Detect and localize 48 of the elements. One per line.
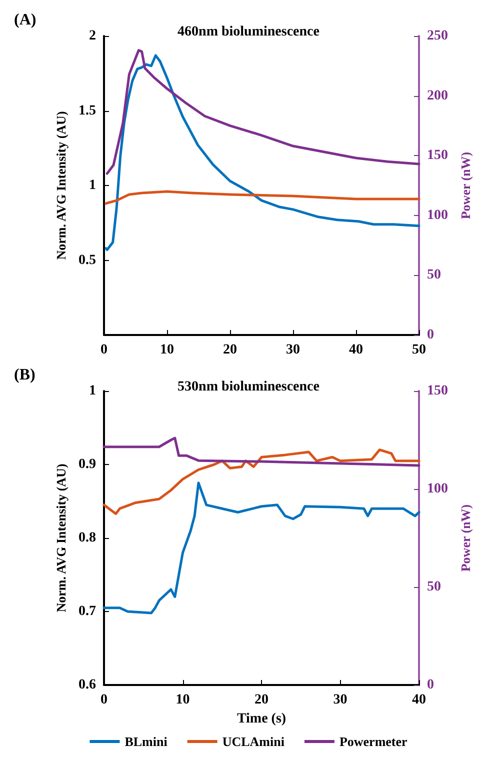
y-tick-label: 1.5 [78,103,96,118]
line-series [106,49,420,175]
chart-title: 460nm bioluminescence [178,24,320,40]
y-axis-title: Norm. AVG Intensity (AU) [54,464,69,612]
x-tick-label: 40 [349,342,363,358]
y-tick-label: 0.9 [78,457,96,472]
line-series [102,448,420,515]
x-tick-label: 20 [223,342,237,358]
y2-tick-label: 100 [427,482,448,496]
x-tick-label: 0 [100,692,108,708]
x-tick-label: 10 [176,692,190,708]
y2-tick-label: 250 [427,28,448,44]
x-tick-label: 20 [254,692,268,708]
legend-label: UCLAmini [222,734,285,749]
y2-tick-label: 0 [427,678,434,692]
x-tick-label: 0 [100,342,108,358]
line-series [104,190,420,205]
y2-tick-label: 150 [427,384,448,398]
y-tick-label: 2 [89,28,96,44]
legend-label: Powermeter [339,734,408,749]
y-tick-label: 1 [89,178,96,193]
x-tick-label: 30 [286,342,300,358]
y-axis-title: Norm. AVG Intensity (AU) [54,111,69,260]
x-axis-title: Time (s) [236,711,286,726]
y-tick-label: 0.5 [78,252,96,268]
x-tick-label: 50 [412,342,426,358]
y-tick-label: 1 [89,384,96,398]
y2-tick-label: 50 [427,268,441,283]
line-series [102,482,420,614]
x-tick-label: 40 [412,692,426,708]
x-tick-label: 30 [333,692,348,708]
y2-tick-label: 50 [427,580,441,594]
y-tick-label: 0.6 [78,678,96,692]
legend-label: BLmini [124,734,168,749]
y2-tick-label: 100 [427,208,448,223]
y-tick-label: 0.7 [78,604,96,619]
line-series [104,54,420,252]
y2-tick-label: 0 [427,328,434,342]
line-series [102,436,420,467]
y2-tick-label: 200 [427,88,448,104]
y-tick-label: 0.8 [78,530,96,546]
y2-axis-title: Power (nW) [458,504,473,572]
chart-title: 530nm bioluminescence [178,380,320,394]
y2-tick-label: 150 [427,148,448,164]
x-tick-label: 10 [160,342,174,358]
text: (A) [14,12,36,28]
y2-axis-title: Power (nW) [458,152,473,220]
text: (B) [14,366,36,384]
